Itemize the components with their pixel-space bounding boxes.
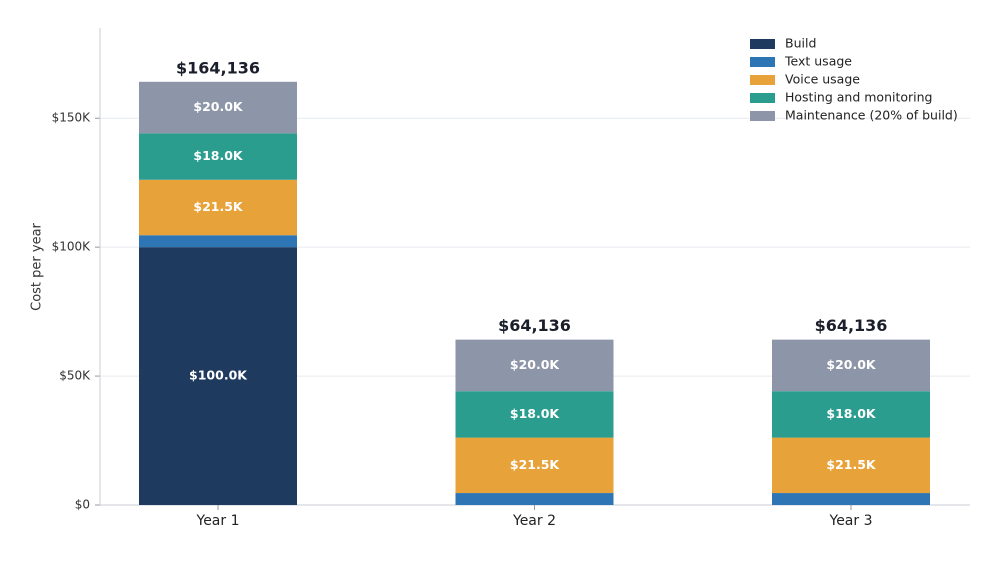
value-label: $18.0K — [510, 406, 561, 421]
y-tick-label: $0 — [75, 498, 90, 512]
bar-segment — [139, 235, 297, 248]
x-tick-label: Year 3 — [829, 513, 873, 529]
total-label: $164,136 — [176, 58, 260, 77]
y-tick-label: $50K — [59, 369, 91, 383]
bar-segment — [455, 493, 614, 505]
value-label: $100.0K — [189, 368, 248, 383]
legend-swatch — [750, 57, 775, 67]
bar-segment — [455, 339, 614, 392]
total-label: $64,136 — [498, 316, 571, 335]
legend-swatch — [750, 75, 775, 85]
bar-segment — [772, 437, 930, 494]
y-tick-label: $150K — [52, 111, 92, 125]
value-label: $20.0K — [510, 357, 561, 372]
bar-segment — [772, 339, 930, 392]
bar-segment — [139, 133, 297, 180]
bar-segment — [772, 391, 930, 438]
bar-segment — [139, 179, 297, 236]
total-label: $64,136 — [815, 316, 888, 335]
legend-label: Text usage — [784, 54, 852, 69]
value-label: $21.5K — [193, 199, 244, 214]
bar-segment — [139, 81, 297, 134]
legend-swatch — [750, 111, 775, 121]
value-label: $21.5K — [826, 457, 877, 472]
bar-segment — [455, 437, 614, 494]
legend-label: Voice usage — [785, 72, 860, 87]
legend-label: Hosting and monitoring — [785, 90, 933, 105]
y-tick-label: $100K — [52, 240, 92, 254]
legend-label: Build — [785, 36, 816, 51]
legend-label: Maintenance (20% of build) — [785, 108, 958, 123]
x-tick-label: Year 2 — [512, 513, 556, 529]
legend-swatch — [750, 93, 775, 103]
value-label: $20.0K — [193, 99, 244, 114]
value-label: $21.5K — [510, 457, 561, 472]
value-label: $20.0K — [826, 357, 877, 372]
x-tick-label: Year 1 — [196, 513, 240, 529]
bar-segment — [772, 493, 930, 505]
value-label: $18.0K — [193, 148, 244, 163]
y-axis-label: Cost per year — [30, 222, 45, 310]
value-label: $18.0K — [826, 406, 877, 421]
bar-segment — [455, 391, 614, 438]
legend-swatch — [750, 39, 775, 49]
bar-segment — [139, 247, 297, 505]
